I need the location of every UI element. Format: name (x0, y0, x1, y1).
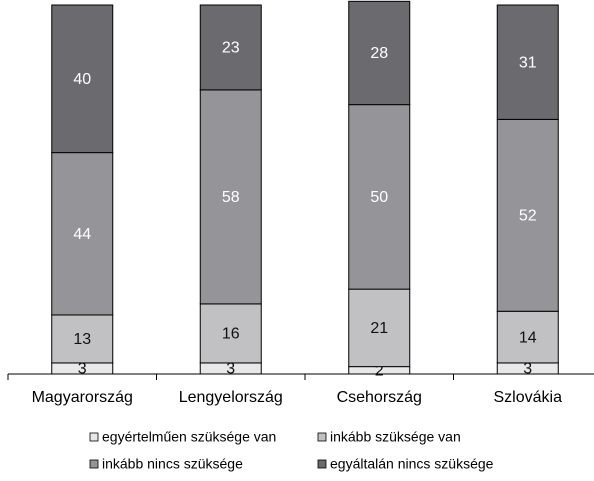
legend-label: egyáltalán nincs szüksége (330, 456, 494, 472)
value-label: 44 (73, 226, 91, 243)
value-label: 52 (519, 208, 537, 225)
bar-segment (199, 303, 262, 364)
x-tick-label: Lengyelország (179, 389, 283, 406)
legend-label: inkább szüksége van (330, 429, 461, 445)
value-label: 58 (222, 189, 240, 206)
value-label: 13 (73, 331, 91, 348)
legend-swatch (317, 459, 327, 469)
bar-segment (199, 4, 262, 91)
value-label: 16 (222, 326, 240, 343)
bar-segment (348, 104, 411, 290)
value-label: 3 (523, 361, 532, 378)
legend-swatch (89, 432, 99, 442)
legend-swatch (89, 459, 99, 469)
value-label: 2 (375, 363, 384, 380)
x-tick-label: Magyarország (32, 389, 133, 406)
bar-segment (348, 288, 411, 368)
bar-segment (348, 0, 411, 106)
legend-label: egyértelműen szüksége van (102, 429, 276, 445)
legend-swatch (317, 432, 327, 442)
bar-segment (496, 118, 559, 312)
value-label: 50 (370, 189, 388, 206)
value-label: 23 (222, 40, 240, 57)
value-label: 28 (370, 45, 388, 62)
bar-segment (199, 89, 262, 305)
x-tick-label: Csehország (337, 389, 422, 406)
legend-label: inkább nincs szüksége (102, 456, 243, 472)
bar-segment (496, 4, 559, 120)
value-label: 3 (226, 361, 235, 378)
bar-segment (51, 4, 114, 154)
value-label: 31 (519, 54, 537, 71)
value-label: 14 (519, 329, 537, 346)
value-label: 40 (73, 71, 91, 88)
value-label: 3 (78, 361, 87, 378)
value-label: 21 (370, 320, 388, 337)
x-tick-label: Szlovákia (494, 389, 563, 406)
bar-segment (51, 314, 114, 364)
bar-segment (496, 310, 559, 364)
